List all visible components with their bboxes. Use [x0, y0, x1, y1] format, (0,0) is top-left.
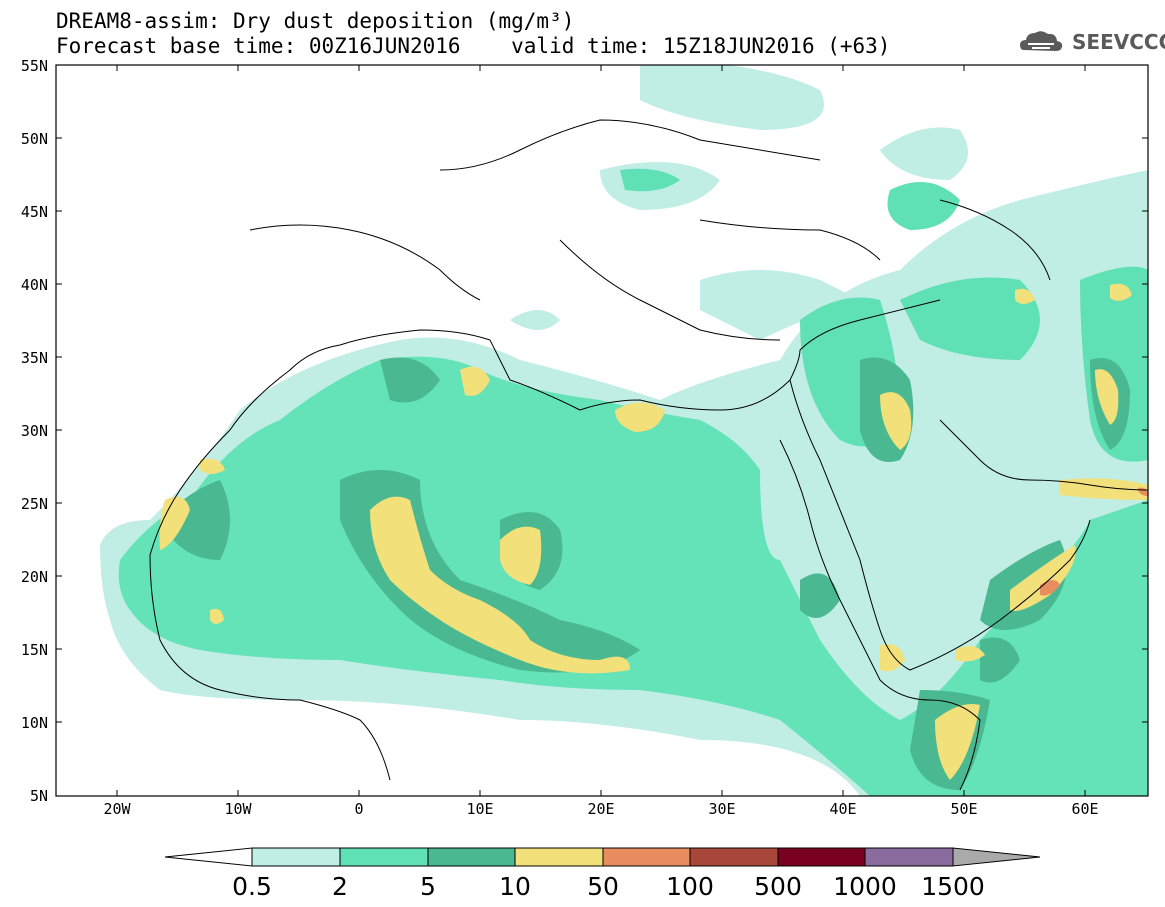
colorbar-low-arrow — [164, 847, 253, 867]
colorbar-label: 0.5 — [232, 872, 272, 901]
logo-text: SEEVCCC — [1072, 30, 1165, 54]
cloud-logo-icon — [1020, 31, 1063, 51]
contour-layer — [56, 65, 1148, 796]
colorbar-swatch-2 — [427, 847, 516, 867]
colorbar-label: 10 — [499, 872, 531, 901]
colorbar-swatch-5 — [689, 847, 779, 867]
colorbar-swatch-3 — [514, 847, 604, 867]
lat-label: 50N — [20, 130, 48, 148]
colorbar-label: 1500 — [921, 872, 985, 901]
contour-10 — [159, 283, 1148, 780]
lon-label: 50E — [950, 800, 978, 818]
lat-label: 10N — [20, 714, 48, 732]
lon-label: 60E — [1071, 800, 1099, 818]
colorbar-label: 1000 — [833, 872, 897, 901]
lon-label: 20W — [103, 800, 131, 818]
colorbar-high-arrow — [952, 847, 1041, 867]
colorbar-swatch-6 — [777, 847, 866, 867]
lat-label: 55N — [20, 57, 48, 75]
lat-label: 15N — [20, 641, 48, 659]
lat-label: 45N — [20, 203, 48, 221]
axis-ticks — [56, 64, 1148, 796]
lat-label: 40N — [20, 276, 48, 294]
lat-label: 35N — [20, 349, 48, 367]
colorbar-swatch-0 — [251, 847, 341, 867]
coastlines — [149, 119, 1148, 791]
lat-label: 5N — [29, 787, 48, 805]
lon-label: 40E — [829, 800, 857, 818]
lon-label: 0 — [354, 800, 364, 818]
colorbar-swatch-4 — [602, 847, 691, 867]
lon-label: 10E — [466, 800, 494, 818]
colorbar-label: 2 — [332, 872, 348, 901]
lat-label: 25N — [20, 495, 48, 513]
colorbar-swatch-1 — [339, 847, 429, 867]
lon-label: 30E — [708, 800, 736, 818]
colorbar-label: 50 — [587, 872, 619, 901]
forecast-time-line: Forecast base time: 00Z16JUN2016 valid t… — [56, 34, 891, 58]
lon-label: 10W — [224, 800, 252, 818]
colorbar-label: 500 — [754, 872, 802, 901]
colorbar-swatch-7 — [864, 847, 954, 867]
colorbar — [164, 847, 1041, 867]
map-title: DREAM8-assim: Dry dust deposition (mg/m³… — [56, 9, 575, 33]
lat-label: 30N — [20, 422, 48, 440]
lon-label: 20E — [587, 800, 615, 818]
lat-label: 20N — [20, 568, 48, 586]
colorbar-label: 5 — [420, 872, 436, 901]
colorbar-label: 100 — [666, 872, 714, 901]
